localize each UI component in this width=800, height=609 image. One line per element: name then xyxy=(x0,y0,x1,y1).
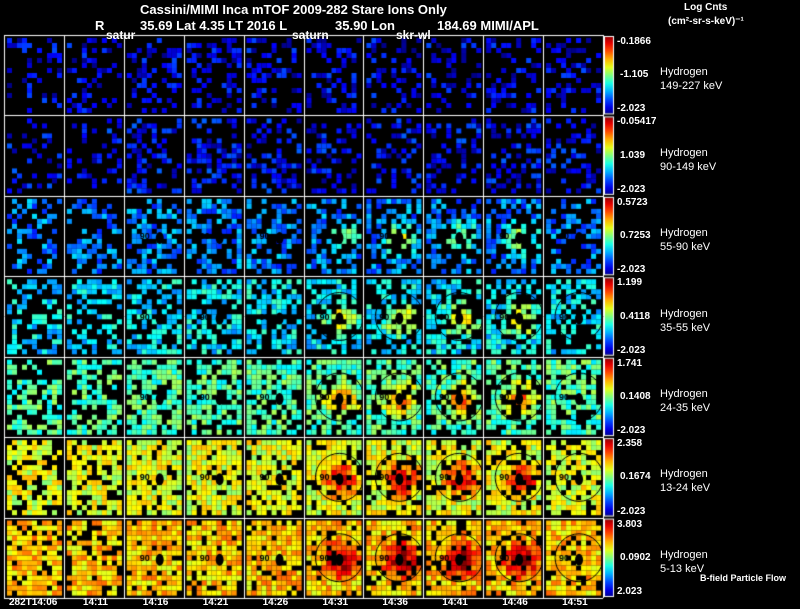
colorbar-max-label: 1.741 xyxy=(617,357,643,369)
time-label: 14:11 xyxy=(82,597,108,608)
colorbar-mid-label: 0.1674 xyxy=(620,471,651,483)
plot-title: Cassini/MIMI Inca mTOF 2009-282 Stare Io… xyxy=(140,2,447,17)
colorbar-mid-label: 0.1408 xyxy=(620,390,651,402)
r-label: R xyxy=(95,18,105,33)
energy-range-label: 149-227 keV xyxy=(660,80,723,93)
colorbar-units: (cm²-sr-s-keV)⁻¹ xyxy=(668,16,744,27)
energy-range-label: 90-149 keV xyxy=(660,160,717,173)
colorbar-max-label: 3.803 xyxy=(617,518,643,530)
colorbar-min-label: -2.023 xyxy=(617,264,646,276)
colorbar-max-label: -0.05417 xyxy=(617,116,657,128)
time-label: 282T14:06 xyxy=(9,597,58,608)
species-label: Hydrogen xyxy=(660,146,708,159)
time-label: 14:46 xyxy=(502,597,528,608)
colorbar-mid-label: 0.7253 xyxy=(620,230,651,242)
time-label: 14:31 xyxy=(322,597,349,608)
lon-readout: 35.90 Lon xyxy=(335,18,395,33)
species-label: Hydrogen xyxy=(660,227,708,240)
time-label: 14:21 xyxy=(202,597,229,608)
colorbar-mid-label: 1.039 xyxy=(620,149,646,161)
energy-range-label: 55-90 keV xyxy=(660,241,711,254)
energy-range-label: 35-55 keV xyxy=(660,321,711,334)
colorbar-min-label: -2.023 xyxy=(617,425,646,437)
colorbar-mid-label: -1.105 xyxy=(620,69,649,81)
colorbar-mid-label: 0.0902 xyxy=(620,551,651,563)
energy-range-label: 13-24 keV xyxy=(660,482,711,495)
colorbar-max-label: 1.199 xyxy=(617,277,643,289)
time-label: 14:51 xyxy=(562,597,588,608)
time-label: 14:16 xyxy=(142,597,169,608)
time-label: 14:41 xyxy=(442,597,468,608)
energy-range-label: 24-35 keV xyxy=(660,401,711,414)
species-label: Hydrogen xyxy=(660,468,708,481)
colorbar-min-label: -2.023 xyxy=(617,344,646,356)
b-field-particle-flow-label: B-field Particle Flow xyxy=(700,573,787,583)
inset-label: saturn xyxy=(292,28,329,42)
colorbar-min-label: -2.023 xyxy=(617,183,646,195)
species-label: Hydrogen xyxy=(660,548,708,561)
species-label: Hydrogen xyxy=(660,387,708,400)
species-label: Hydrogen xyxy=(660,66,708,79)
colorbar-max-label: 2.358 xyxy=(617,438,643,450)
colorbar-title: Log Cnts xyxy=(684,2,728,13)
time-label: 14:36 xyxy=(382,597,408,608)
time-label: 14:26 xyxy=(262,597,289,608)
colorbar-max-label: -0.1866 xyxy=(617,36,651,47)
colorbar-mid-label: 0.4118 xyxy=(620,310,651,322)
inset-label: skr-wl xyxy=(396,28,431,42)
species-label: Hydrogen xyxy=(660,307,708,320)
energy-range-label: 5-13 keV xyxy=(660,562,705,575)
lon-value: 184.69 MIMI/APL xyxy=(437,18,539,33)
colorbar-min-label: 2.023 xyxy=(617,586,643,597)
inset-label: satur xyxy=(106,28,136,42)
colorbar-min-label: -2.023 xyxy=(617,505,646,517)
colorbar-max-label: 0.5723 xyxy=(617,196,648,208)
colorbar-min-label: -2.023 xyxy=(617,103,646,115)
position-readout: 35.69 Lat 4.35 LT 2016 L xyxy=(140,18,288,33)
